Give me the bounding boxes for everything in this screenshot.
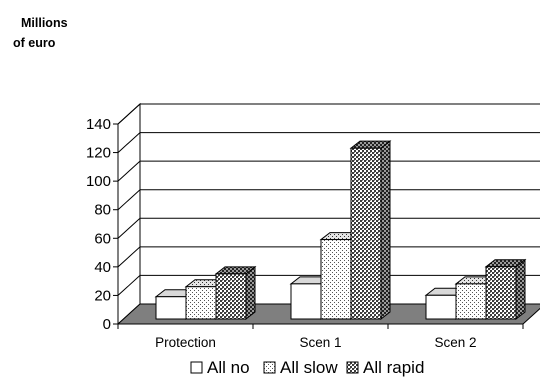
bar-side [380, 140, 391, 321]
y-tick-label: 60 [94, 230, 111, 247]
gridline [117, 160, 540, 182]
bar-front [485, 266, 517, 320]
legend-swatch [190, 361, 203, 374]
bar-side [515, 258, 526, 321]
gridline [117, 103, 540, 125]
y-axis-label-line2: of euro [13, 36, 56, 50]
y-tick-label: 80 [94, 202, 111, 219]
y-tick-label: 0 [103, 316, 111, 333]
y-tick-label: 120 [86, 145, 111, 162]
category-label: Scen 2 [434, 335, 476, 350]
y-tick-label: 140 [86, 116, 111, 133]
category-label: Scen 1 [299, 335, 341, 350]
bar-front [155, 296, 187, 320]
y-tick-labels: 0 20 40 60 80 100 120 140 [86, 116, 118, 333]
category-labels: Protection Scen 1 Scen 2 [155, 335, 476, 350]
bar [484, 258, 527, 321]
legend-swatch [263, 361, 276, 374]
bar-front [215, 273, 247, 320]
gridline [117, 132, 540, 153]
legend-item: All no [190, 358, 250, 377]
side-wall [117, 102, 141, 326]
gridline [117, 246, 540, 268]
legend-swatch [346, 361, 359, 374]
bar-front [290, 283, 322, 320]
legend-label: All no [207, 358, 250, 377]
bar-front [350, 147, 382, 320]
bar-front [455, 283, 487, 320]
legend-item: All rapid [346, 358, 424, 377]
legend-label: All slow [280, 358, 338, 377]
bar [349, 140, 392, 321]
legend: All no All slow All rapid [190, 358, 424, 377]
bars [154, 140, 527, 321]
gridline [117, 189, 540, 211]
legend-item: All slow [263, 358, 338, 377]
gridlines [117, 103, 540, 296]
bar [214, 265, 257, 321]
gridline [117, 217, 540, 239]
bar-side [245, 265, 256, 321]
legend-label: All rapid [363, 358, 424, 377]
gridline [117, 274, 540, 296]
category-label: Protection [155, 335, 216, 350]
y-tick-label: 40 [94, 259, 111, 276]
y-tick-label: 20 [94, 287, 111, 304]
y-tick-label: 100 [86, 173, 111, 190]
bar-front [320, 239, 352, 320]
bar-front [425, 294, 457, 320]
axes [117, 124, 524, 329]
bar-front [185, 286, 217, 320]
y-axis-label-line1: Millions [21, 16, 68, 30]
